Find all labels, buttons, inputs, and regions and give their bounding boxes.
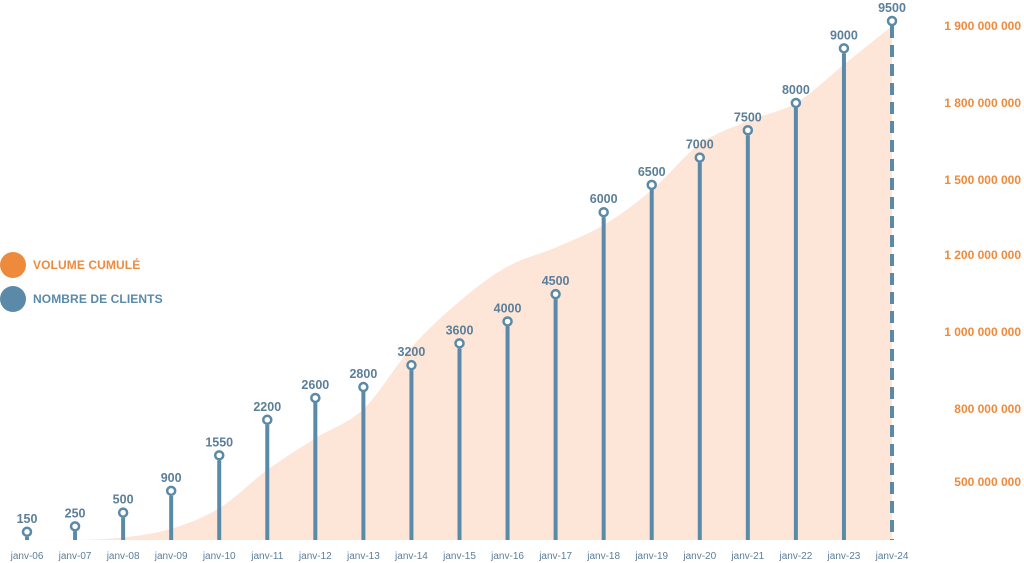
y2-tick-label: 800 000 000 xyxy=(954,402,1021,416)
x-tick-label-janv-16: janv-16 xyxy=(490,551,524,562)
clients-value-label-janv-23: 9000 xyxy=(830,28,858,42)
clients-value-label-janv-21: 7500 xyxy=(734,110,762,124)
x-tick-label-janv-23: janv-23 xyxy=(827,551,861,562)
x-tick-label-janv-07: janv-07 xyxy=(58,551,92,562)
y2-tick-label: 1 200 000 000 xyxy=(944,248,1021,262)
x-tick-label-janv-08: janv-08 xyxy=(106,551,140,562)
clients-value-label-janv-17: 4500 xyxy=(542,274,570,288)
clients-value-label-janv-11: 2200 xyxy=(253,400,281,414)
clients-value-label-janv-16: 4000 xyxy=(494,301,522,315)
clients-value-label-janv-07: 250 xyxy=(65,506,86,520)
clients-value-label-janv-20: 7000 xyxy=(686,138,714,152)
x-tick-label-janv-19: janv-19 xyxy=(634,551,668,562)
y2-tick-label: 1 000 000 000 xyxy=(944,325,1021,339)
x-tick-label-janv-18: janv-18 xyxy=(586,551,620,562)
clients-point-janv-22 xyxy=(790,97,802,109)
clients-lollipops: 150 250 500 900 1550 2200 2600 2800 3200 3600 4000… xyxy=(17,1,906,540)
clients-point-janv-21 xyxy=(742,125,754,136)
chart-legend: VOLUME CUMULÉ NOMBRE DE CLIENTS xyxy=(0,252,163,312)
clients-value-label-janv-10: 1550 xyxy=(205,435,233,449)
y2-tick-label: 1 900 000 000 xyxy=(944,19,1021,33)
clients-point-janv-08 xyxy=(117,507,129,518)
clients-value-label-janv-14: 3200 xyxy=(398,345,426,359)
cumulative-volume-area xyxy=(27,26,892,541)
x-tick-label-janv-06: janv-06 xyxy=(10,551,44,562)
clients-value-label-janv-12: 2600 xyxy=(301,378,329,392)
clients-point-janv-07 xyxy=(69,521,81,532)
clients-value-label-janv-06: 150 xyxy=(17,512,38,526)
clients-point-janv-06 xyxy=(21,526,33,538)
x-tick-label-janv-15: janv-15 xyxy=(442,551,476,562)
x-tick-label-janv-12: janv-12 xyxy=(298,551,332,562)
clients-point-janv-10 xyxy=(213,450,225,461)
legend-item-volume: VOLUME CUMULÉ xyxy=(0,252,163,278)
clients-point-janv-16 xyxy=(502,316,513,327)
clients-point-janv-13 xyxy=(358,381,369,393)
clients-point-janv-12 xyxy=(310,392,321,404)
clients-point-janv-19 xyxy=(646,179,657,191)
legend-marker-clients xyxy=(0,286,26,312)
clients-value-label-janv-08: 500 xyxy=(113,493,134,507)
legend-label-volume: VOLUME CUMULÉ xyxy=(33,258,141,272)
legend-label-clients: NOMBRE DE CLIENTS xyxy=(33,292,163,306)
clients-point-janv-20 xyxy=(694,152,706,163)
x-tick-label-janv-09: janv-09 xyxy=(154,551,188,562)
x-tick-label-janv-17: janv-17 xyxy=(538,551,572,562)
x-tick-label-janv-13: janv-13 xyxy=(346,551,380,562)
clients-point-janv-11 xyxy=(262,414,273,426)
clients-point-janv-14 xyxy=(406,359,417,371)
x-tick-label-janv-20: janv-20 xyxy=(682,551,716,562)
clients-point-janv-24 xyxy=(886,15,898,27)
clients-value-label-janv-18: 6000 xyxy=(590,192,618,206)
x-tick-label-janv-10: janv-10 xyxy=(202,551,236,562)
clients-point-janv-15 xyxy=(454,338,465,349)
clients-value-label-janv-24: 9500 xyxy=(878,1,906,15)
clients-value-label-janv-22: 8000 xyxy=(782,83,810,97)
y2-axis-tick-labels: 500 000 000 800 000 000 1 000 000 000 1 200… xyxy=(944,19,1021,489)
clients-value-label-janv-19: 6500 xyxy=(638,165,666,179)
clients-point-janv-23 xyxy=(838,43,850,54)
clients-value-label-janv-13: 2800 xyxy=(349,367,377,381)
y2-tick-label: 500 000 000 xyxy=(954,475,1021,489)
y2-tick-label: 1 800 000 000 xyxy=(944,96,1021,110)
x-tick-label-janv-11: janv-11 xyxy=(250,551,283,562)
x-axis-tick-labels: janv-06 janv-07 janv-08 janv-09 janv-10 janv-… xyxy=(10,551,909,562)
clients-point-janv-18 xyxy=(598,206,609,218)
x-tick-label-janv-14: janv-14 xyxy=(394,551,428,562)
x-tick-label-janv-21: janv-21 xyxy=(730,551,764,562)
clients-value-label-janv-09: 900 xyxy=(161,471,182,485)
clients-point-janv-17 xyxy=(550,288,561,300)
x-tick-label-janv-22: janv-22 xyxy=(778,551,812,562)
clients-value-label-janv-15: 3600 xyxy=(446,323,474,337)
y2-tick-label: 1 500 000 000 xyxy=(944,173,1021,187)
legend-marker-volume xyxy=(0,252,26,278)
clients-point-janv-09 xyxy=(165,485,177,497)
legend-item-clients: NOMBRE DE CLIENTS xyxy=(0,286,163,312)
x-tick-label-janv-24: janv-24 xyxy=(875,551,909,562)
